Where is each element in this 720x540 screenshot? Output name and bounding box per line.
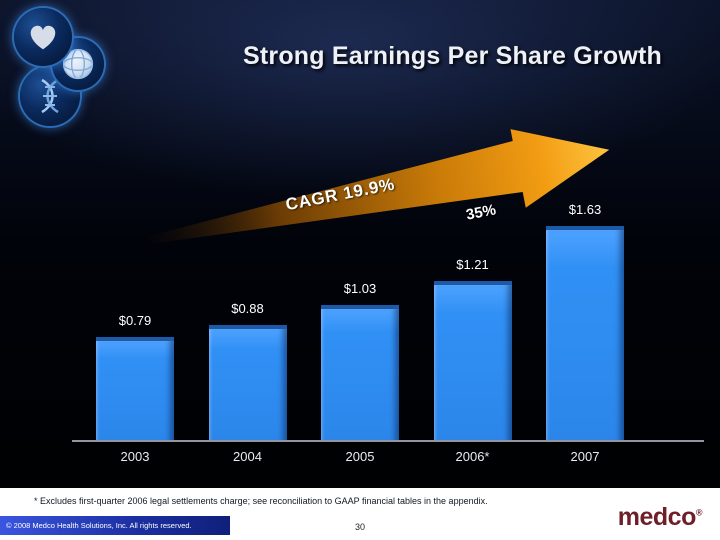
bar-group: $0.79 2003	[96, 313, 174, 470]
bar-value-label: $0.79	[118, 313, 152, 328]
bar	[208, 325, 287, 441]
bar	[96, 337, 174, 441]
heart-glyph	[30, 25, 56, 50]
bar-group: $1.63 2007	[546, 202, 624, 470]
bar-value-label: $1.21	[456, 257, 489, 272]
bar-year-label: 2007	[570, 449, 600, 464]
chart-baseline	[72, 440, 704, 442]
footer: * Excludes first-quarter 2006 legal sett…	[0, 488, 720, 540]
slide-title: Strong Earnings Per Share Growth	[243, 42, 662, 70]
bar-chart: $0.79 2003 $0.88 2004 $1.03 2005 $1.21 2006* $1.…	[96, 150, 624, 470]
bar-group: $0.88 2004	[208, 301, 287, 470]
bar	[546, 226, 624, 441]
bar-year-label: 2004	[233, 449, 262, 464]
bar-value-label: $0.88	[231, 301, 264, 316]
growth-arrow: CAGR 19.9%	[142, 109, 619, 281]
copyright-bar: © 2008 Medco Health Solutions, Inc. All …	[0, 516, 230, 535]
heart-in-hands-icon	[14, 8, 72, 66]
dna-glyph	[41, 78, 59, 114]
copyright-text: © 2008 Medco Health Solutions, Inc. All …	[6, 521, 192, 530]
globe-glyph	[62, 48, 94, 80]
bar-year-label: 2005	[345, 449, 375, 464]
medco-logo-text: medco	[617, 503, 697, 531]
bar-year-label: 2006*	[455, 449, 490, 464]
globe-icon	[52, 38, 104, 90]
page-number: 30	[354, 522, 365, 532]
bar-value-label: $1.63	[568, 202, 602, 217]
footnote: * Excludes first-quarter 2006 legal sett…	[34, 496, 488, 506]
bar	[321, 305, 399, 441]
medco-logo: medco®	[617, 503, 703, 531]
bar-value-label: $1.03	[343, 281, 377, 296]
logo-cluster	[6, 4, 118, 130]
bar-group: $1.03 2005	[321, 281, 399, 470]
registered-mark: ®	[695, 507, 703, 518]
growth-arrow-shape	[149, 129, 610, 244]
bar-year-label: 2003	[120, 449, 150, 464]
bar-group: $1.21 2006*	[433, 257, 512, 470]
bar	[433, 281, 512, 441]
